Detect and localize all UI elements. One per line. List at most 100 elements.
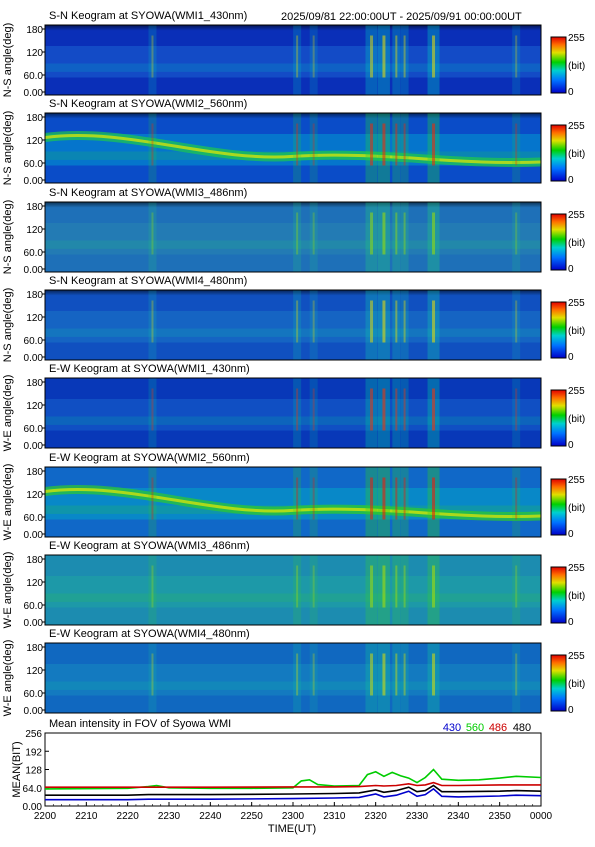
keogram-panel: E-W Keogram at SYOWA(WMI2_560nm) 180 120 60… [2, 452, 585, 541]
colorbar-max-label: 255 [568, 386, 585, 397]
colorbar-max-label: 255 [568, 651, 585, 662]
colorbar-unit-label: (bit) [568, 679, 585, 690]
keogram-y-tick-label: 0.00 [24, 353, 44, 364]
keogram-panel: S-N Keogram at SYOWA(WMI4_480nm) 180 120 60… [2, 275, 585, 364]
colorbar-min-label: 0 [568, 440, 574, 451]
series-line [44, 768, 542, 790]
series-line [45, 787, 542, 801]
keogram-panel: S-N Keogram at SYOWA(WMI1_430nm) 180 120 60… [2, 10, 585, 99]
keogram-panels: S-N Keogram at SYOWA(WMI1_430nm) 180 120 60… [2, 10, 585, 717]
series-line [45, 784, 542, 797]
keogram-y-tick-label: 0.00 [24, 176, 44, 187]
keogram-panel: E-W Keogram at SYOWA(WMI4_480nm) 180 120 60… [2, 628, 585, 717]
colorbar-max-label: 255 [568, 563, 585, 574]
keogram-y-tick-label: 120 [26, 578, 43, 589]
colorbar-min-label: 0 [568, 705, 574, 716]
keogram-y-axis-label: W-E angle(deg) [2, 375, 14, 452]
keogram-y-axis-label: N-S angle(deg) [2, 200, 14, 275]
keogram-y-tick-label: 180 [26, 202, 43, 213]
keogram-y-tick-label: 60.0 [24, 159, 44, 170]
colorbar: 255 (bit) 0 [550, 33, 585, 98]
keogram-y-tick-label: 120 [26, 490, 43, 501]
keogram-title: S-N Keogram at SYOWA(WMI2_560nm) [49, 98, 247, 110]
x-tick-label: 2210 [75, 811, 98, 822]
y-tick-label: 0.00 [23, 802, 43, 813]
keogram-image [45, 202, 541, 272]
colorbar: 255 (bit) 0 [550, 651, 585, 716]
keogram-panel: E-W Keogram at SYOWA(WMI3_486nm) 180 120 60… [2, 540, 585, 629]
keogram-image [45, 555, 541, 625]
keogram-title: E-W Keogram at SYOWA(WMI1_430nm) [49, 363, 250, 375]
keogram-y-tick-label: 60.0 [24, 424, 44, 435]
colorbar-min-label: 0 [568, 617, 574, 628]
mean-chart-title: Mean intensity in FOV of Syowa WMI [49, 718, 231, 730]
legend-entry: 486 [489, 722, 507, 734]
x-tick-label: 2350 [489, 811, 512, 822]
keogram-y-axis-label: W-E angle(deg) [2, 464, 14, 541]
colorbar: 255 (bit) 0 [550, 210, 585, 275]
keogram-y-tick-label: 180 [26, 290, 43, 301]
keogram-title: E-W Keogram at SYOWA(WMI2_560nm) [49, 452, 250, 464]
colorbar-unit-label: (bit) [568, 238, 585, 249]
keogram-y-tick-label: 120 [26, 136, 43, 147]
x-tick-label: 2330 [406, 811, 429, 822]
x-tick-label: 2240 [199, 811, 222, 822]
colorbar-min-label: 0 [568, 352, 574, 363]
legend-entry: 430 [443, 722, 461, 734]
colorbar-max-label: 255 [568, 121, 585, 132]
colorbar-unit-label: (bit) [568, 503, 585, 514]
keogram-image [45, 378, 541, 448]
keogram-title: S-N Keogram at SYOWA(WMI4_480nm) [49, 275, 247, 287]
x-tick-label: 2200 [34, 811, 57, 822]
colorbar: 255 (bit) 0 [550, 121, 585, 186]
x-axis-label: TIME(UT) [268, 823, 316, 835]
series-line [45, 781, 541, 789]
keogram-y-tick-label: 180 [26, 467, 43, 478]
keogram-panel: E-W Keogram at SYOWA(WMI1_430nm) 180 120 60… [2, 363, 585, 452]
keogram-y-axis-label: N-S angle(deg) [2, 111, 14, 186]
keogram-image [45, 25, 541, 95]
keogram-image [44, 113, 542, 183]
colorbar-min-label: 0 [568, 87, 574, 98]
keogram-image [44, 467, 542, 537]
colorbar-max-label: 255 [568, 33, 585, 44]
keogram-y-axis-label: N-S angle(deg) [2, 23, 14, 98]
colorbar-min-label: 0 [568, 175, 574, 186]
colorbar-unit-label: (bit) [568, 61, 585, 72]
x-tick-label: 2230 [158, 811, 181, 822]
keogram-y-tick-label: 180 [26, 555, 43, 566]
keogram-y-tick-label: 180 [26, 643, 43, 654]
colorbar-max-label: 255 [568, 210, 585, 221]
keogram-title: E-W Keogram at SYOWA(WMI4_480nm) [49, 628, 250, 640]
keogram-y-tick-label: 60.0 [24, 689, 44, 700]
keogram-panel: S-N Keogram at SYOWA(WMI3_486nm) 180 120 60… [2, 187, 585, 276]
keogram-y-tick-label: 120 [26, 313, 43, 324]
colorbar-unit-label: (bit) [568, 414, 585, 425]
keogram-y-axis-label: W-E angle(deg) [2, 640, 14, 717]
legend-entry: 560 [466, 722, 484, 734]
keogram-y-tick-label: 0.00 [24, 706, 44, 717]
colorbar-unit-label: (bit) [568, 591, 585, 602]
keogram-y-tick-label: 0.00 [24, 618, 44, 629]
keogram-y-axis-label: W-E angle(deg) [2, 552, 14, 629]
keogram-y-tick-label: 0.00 [24, 88, 44, 99]
keogram-y-tick-label: 60.0 [24, 513, 44, 524]
colorbar-min-label: 0 [568, 529, 574, 540]
y-tick-label: 128 [25, 766, 42, 777]
colorbar-max-label: 255 [568, 475, 585, 486]
legend-entry: 480 [513, 722, 531, 734]
keogram-y-tick-label: 0.00 [24, 265, 44, 276]
y-axis-label: MEAN(BIT) [11, 741, 23, 797]
keogram-title: S-N Keogram at SYOWA(WMI3_486nm) [49, 187, 247, 199]
colorbar: 255 (bit) 0 [550, 386, 585, 451]
keogram-y-tick-label: 120 [26, 225, 43, 236]
keogram-y-tick-label: 120 [26, 48, 43, 59]
keogram-y-tick-label: 0.00 [24, 441, 44, 452]
keogram-y-tick-label: 120 [26, 401, 43, 412]
time-range-label: 2025/09/81 22:00:00UT - 2025/09/91 00:00… [281, 11, 522, 23]
keogram-title: S-N Keogram at SYOWA(WMI1_430nm) [49, 10, 247, 22]
y-tick-label: 64.0 [23, 784, 43, 795]
keogram-y-tick-label: 60.0 [24, 336, 44, 347]
keogram-y-tick-label: 180 [26, 378, 43, 389]
